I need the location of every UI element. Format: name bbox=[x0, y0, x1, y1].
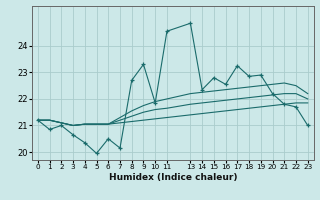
X-axis label: Humidex (Indice chaleur): Humidex (Indice chaleur) bbox=[108, 173, 237, 182]
